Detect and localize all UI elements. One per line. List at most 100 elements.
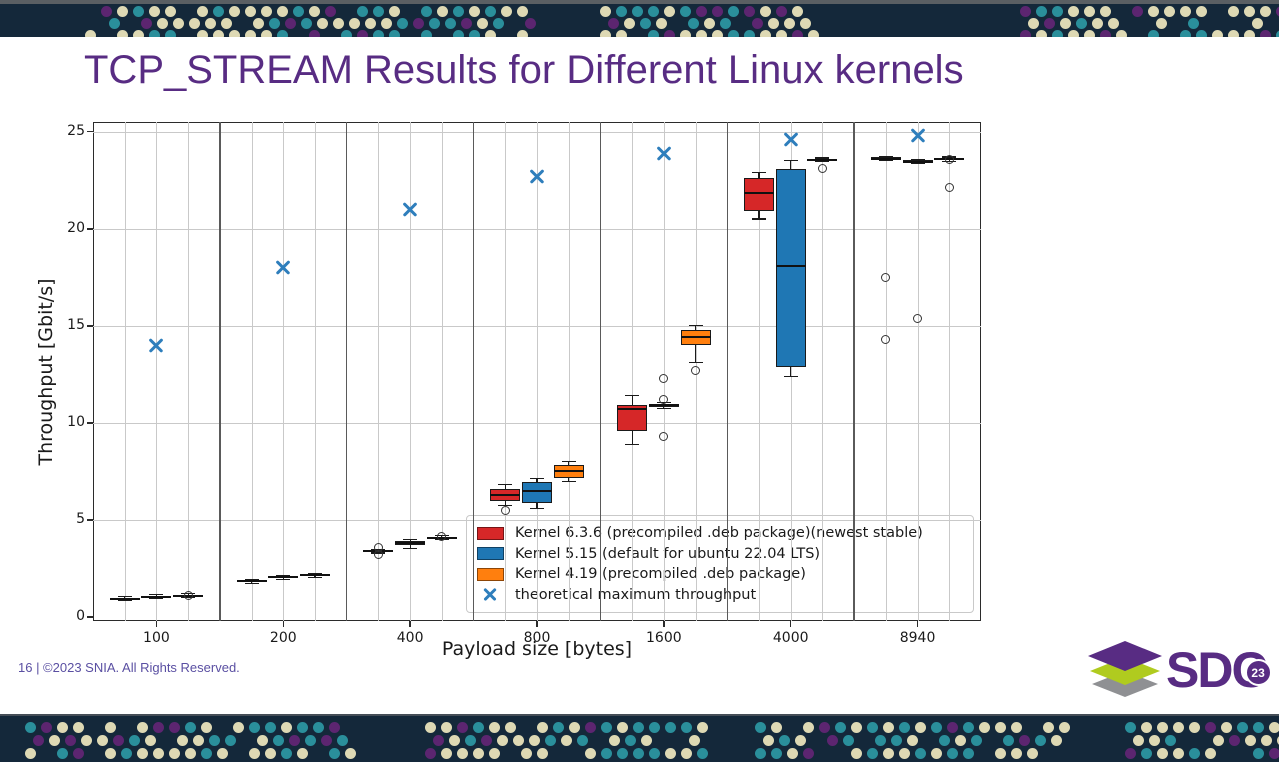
whisker-cap bbox=[910, 158, 925, 160]
y-tick bbox=[87, 130, 93, 133]
banner-dot bbox=[696, 6, 707, 17]
x-tick bbox=[916, 621, 919, 627]
whisker-cap bbox=[149, 594, 164, 596]
gridline-v bbox=[441, 122, 443, 621]
banner-dot bbox=[389, 30, 400, 37]
banner-dot bbox=[173, 18, 184, 29]
banner-dot bbox=[1076, 18, 1087, 29]
gridline-v bbox=[378, 122, 380, 621]
whisker-cap bbox=[783, 160, 798, 162]
max-marker-x bbox=[655, 144, 673, 162]
banner-dot bbox=[760, 30, 771, 37]
banner-dot bbox=[867, 748, 878, 759]
banner-dot bbox=[201, 748, 212, 759]
legend-item-label: Kernel 5.15 (default for ubuntu 22.04 LT… bbox=[515, 545, 821, 562]
banner-dot bbox=[891, 735, 902, 746]
whisker-cap bbox=[498, 483, 513, 485]
banner-dot bbox=[365, 18, 376, 29]
banner-dot bbox=[1116, 30, 1127, 37]
banner-dot bbox=[787, 748, 798, 759]
banner-dot bbox=[1044, 18, 1055, 29]
y-tick-label: 0 bbox=[76, 608, 85, 625]
banner-dot bbox=[585, 722, 596, 733]
banner-dot bbox=[209, 735, 220, 746]
legend-item: Kernel 4.19 (precompiled .deb package) bbox=[477, 564, 963, 585]
banner-dot bbox=[413, 18, 424, 29]
x-tick bbox=[663, 621, 665, 627]
banner-dot bbox=[221, 18, 232, 29]
banner-dot bbox=[608, 18, 619, 29]
whisker bbox=[758, 172, 760, 179]
banner-dot bbox=[963, 722, 974, 733]
banner-dot bbox=[835, 722, 846, 733]
whisker bbox=[568, 461, 570, 465]
banner-dot bbox=[73, 748, 84, 759]
banner-dot bbox=[681, 748, 692, 759]
outlier-circle bbox=[183, 591, 193, 601]
banner-dot bbox=[1036, 30, 1047, 37]
banner-dot bbox=[157, 18, 168, 29]
banner-dot bbox=[453, 30, 464, 37]
whisker-cap bbox=[752, 218, 766, 220]
banner-dot bbox=[205, 18, 216, 29]
banner-dot bbox=[899, 722, 910, 733]
gridline-v bbox=[315, 122, 316, 621]
banner-dot bbox=[505, 722, 516, 733]
banner-dot bbox=[357, 30, 368, 37]
y-tick-label: 15 bbox=[67, 316, 85, 333]
legend: Kernel 6.3.6 (precompiled .deb package)(… bbox=[466, 515, 974, 613]
banner-dot bbox=[153, 722, 164, 733]
banner-dot bbox=[561, 735, 572, 746]
gridline-v bbox=[822, 122, 824, 621]
banner-dot bbox=[649, 722, 660, 733]
banner-dot bbox=[947, 748, 958, 759]
banner-dot bbox=[771, 722, 782, 733]
gridline-v bbox=[537, 122, 538, 621]
median-line bbox=[141, 595, 172, 598]
group-separator bbox=[599, 122, 602, 621]
banner-dot bbox=[648, 30, 659, 37]
whisker bbox=[536, 478, 538, 483]
banner-dot bbox=[129, 735, 140, 746]
banner-dot bbox=[145, 735, 156, 746]
banner-bottom bbox=[0, 714, 1279, 762]
banner-dot bbox=[473, 748, 484, 759]
banner-dot bbox=[1084, 30, 1095, 37]
median-line bbox=[807, 158, 838, 161]
outlier-circle bbox=[500, 505, 510, 515]
banner-dot bbox=[1035, 735, 1046, 746]
group-separator bbox=[726, 122, 729, 621]
whisker-cap bbox=[815, 157, 830, 159]
median-line bbox=[109, 597, 140, 600]
group-separator bbox=[853, 122, 855, 621]
x-tick bbox=[282, 621, 285, 627]
banner-dot bbox=[185, 748, 196, 759]
banner-dot bbox=[469, 30, 480, 37]
banner-dot bbox=[277, 30, 288, 37]
banner-dot bbox=[1253, 722, 1264, 733]
whisker-cap bbox=[530, 507, 544, 509]
x-tick-label: 800 bbox=[523, 630, 551, 646]
banner-dot bbox=[485, 6, 496, 17]
banner-dot bbox=[493, 18, 504, 29]
legend-item: Kernel 5.15 (default for ubuntu 22.04 LT… bbox=[477, 544, 963, 565]
banner-dot bbox=[249, 722, 260, 733]
banner-dot bbox=[325, 6, 336, 17]
banner-dot bbox=[153, 748, 164, 759]
outlier-circle bbox=[913, 313, 923, 323]
banner-dot bbox=[664, 6, 675, 17]
x-tick-label: 4000 bbox=[772, 630, 809, 646]
banner-dot bbox=[1020, 30, 1031, 37]
banner-dot bbox=[728, 30, 739, 37]
banner-dot bbox=[680, 6, 691, 17]
banner-dot bbox=[931, 748, 942, 759]
banner-dot bbox=[665, 748, 676, 759]
banner-dot bbox=[625, 735, 636, 746]
whisker-cap bbox=[117, 600, 132, 602]
banner-dot bbox=[1043, 722, 1054, 733]
median-line bbox=[902, 160, 933, 163]
banner-dot bbox=[261, 30, 272, 37]
y-tick bbox=[87, 519, 93, 521]
banner-dot bbox=[601, 748, 612, 759]
whisker-cap bbox=[403, 547, 418, 549]
